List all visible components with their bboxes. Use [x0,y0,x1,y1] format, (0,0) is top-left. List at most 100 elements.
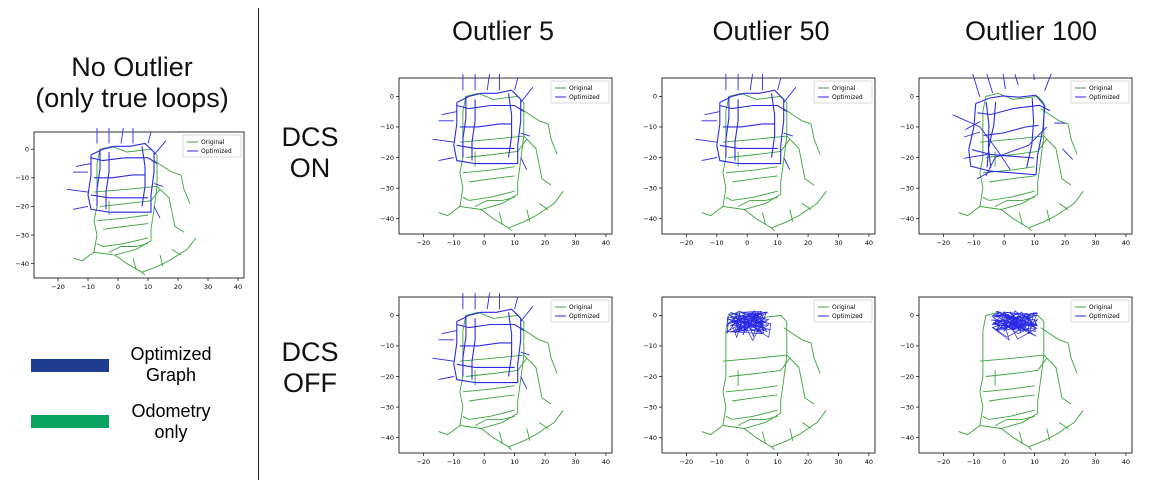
optimized-path [983,124,1039,136]
legend-label: Original [1089,304,1113,311]
series-optimized [66,128,167,219]
original-path [459,354,524,362]
series-optimized [695,74,797,170]
original-path [1067,342,1078,374]
original-path [783,327,812,344]
y-tick-label: −10 [380,123,394,131]
original-path [1040,108,1069,125]
x-tick-label: −10 [967,458,981,466]
original-path [547,342,558,374]
x-tick-label: 0 [745,458,749,466]
optimized-path [153,183,164,187]
chart-outlier-5-dcs-on: −20 −10 0 10 20 30 40 0 −10 −20 −30 −40 Original Opti… [370,74,620,256]
y-tick-label: −10 [643,342,657,350]
optimized-path [90,157,158,164]
row-label-dcs-on: DCS ON [260,122,360,184]
legend-label: Original [1089,85,1113,92]
optimized-path [453,89,522,165]
original-path [725,166,778,174]
original-path [783,108,812,125]
optimized-path [734,99,739,161]
original-path [743,428,775,451]
x-tick-label: 10 [510,458,518,466]
x-tick-label: −10 [710,239,724,247]
optimized-path [1026,98,1035,168]
series-original [701,92,827,232]
y-tick-label: −20 [900,154,914,162]
optimized-path [520,351,530,356]
optimized-path [459,123,512,128]
original-path [474,415,515,426]
chart-svg: −20 −10 0 10 20 30 40 0 −10 −20 −30 −40 Original Opti… [380,293,613,466]
original-path [810,123,821,155]
original-path [1058,203,1069,210]
original-path [1018,431,1023,444]
legend-label: Optimized [569,313,600,320]
optimized-path [716,89,785,165]
x-tick-label: 20 [541,458,549,466]
original-path [438,425,461,436]
x-tick-label: −20 [51,283,65,291]
optimized-path [441,330,457,335]
chart-legend: Original Optimized [813,80,873,104]
original-path [459,311,525,429]
optimized-path [105,152,110,210]
chart-svg: −20 −10 0 10 20 30 40 0 −10 −20 −30 −40 Original Opti… [380,74,613,247]
original-path [538,422,549,429]
optimized-path [94,174,145,179]
optimized-path [719,144,778,149]
original-path [468,394,515,402]
x-tick-label: 10 [144,283,152,291]
x-tick-label: 0 [745,239,749,247]
series-optimized [725,310,772,342]
optimized-path [514,77,519,91]
legend-label: Original [569,85,593,92]
original-path [480,209,512,232]
original-path [114,254,146,276]
original-path [438,206,461,217]
optimized-path [462,96,467,158]
original-path [1043,354,1072,405]
chart-legend: Original Optimized [813,299,873,323]
x-tick-label: −20 [936,458,950,466]
original-path [156,186,185,233]
optimized-path [141,146,146,207]
legend-odometry-line1: Odometry [131,401,211,421]
optimized-path [1033,74,1035,81]
original-path [728,138,791,158]
original-path [538,203,549,210]
series-original [438,311,564,451]
series-optimized [952,74,1074,180]
y-tick-label: −10 [900,123,914,131]
y-tick-label: −30 [15,231,29,239]
x-tick-label: −20 [679,239,693,247]
legend-swatch-odometry [31,415,109,428]
original-path [498,212,503,225]
optimized-path [153,140,167,156]
original-path [526,209,531,222]
original-path [72,251,95,262]
series-original [958,311,1084,451]
original-path [96,214,149,222]
optimized-path [965,121,981,130]
plot-frame [918,77,1133,235]
chart-outlier-50-dcs-on: −20 −10 0 10 20 30 40 0 −10 −20 −30 −40 Original Opti… [633,74,883,256]
original-path [96,237,149,247]
original-path [462,190,515,201]
x-tick-label: 0 [1002,458,1006,466]
original-path [786,354,815,405]
y-tick-label: −30 [643,403,657,411]
original-path [523,135,552,186]
plot-frame [398,296,613,454]
x-tick-label: 30 [204,283,212,291]
optimized-path [453,308,522,384]
x-tick-label: −10 [81,283,95,291]
x-tick-label: 30 [834,239,842,247]
legend-label: Original [832,304,856,311]
original-path [743,209,775,232]
original-path [958,425,981,436]
legend-label: Optimized [832,313,863,320]
y-tick-label: 0 [653,312,657,320]
row-dcs-on-line2: ON [289,153,331,183]
optimized-path [456,144,515,149]
